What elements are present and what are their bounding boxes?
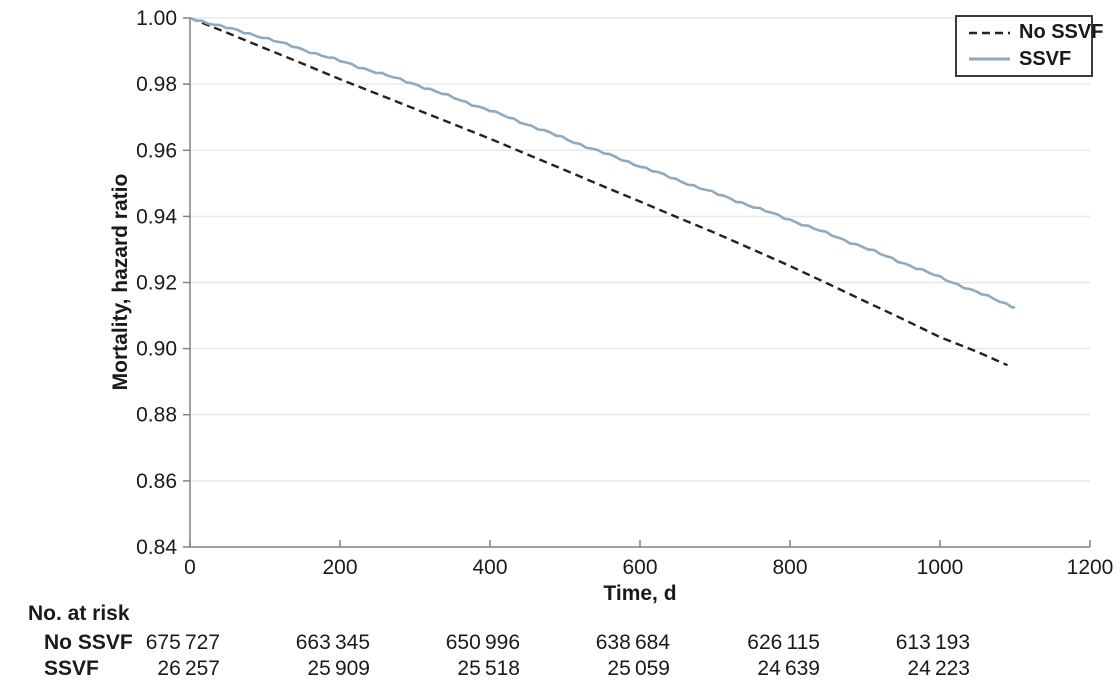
svg-text:0: 0	[184, 556, 196, 579]
svg-text:800: 800	[772, 556, 807, 579]
svg-text:200: 200	[322, 556, 357, 579]
solid-line-sample-icon	[969, 57, 1010, 61]
legend-entry-no-ssvf: No SSVF	[968, 21, 1103, 45]
dashed-line-sample-icon	[969, 31, 1010, 35]
svg-text:0.98: 0.98	[136, 73, 177, 96]
risk-cell: 25 059	[607, 657, 670, 680]
risk-cell: 663 345	[295, 631, 370, 654]
risk-cell: 24 639	[757, 657, 820, 680]
legend: No SSVF SSVF	[955, 15, 1103, 77]
risk-cell: 675 727	[145, 631, 220, 654]
risk-cell: 638 684	[595, 631, 670, 654]
svg-text:0.84: 0.84	[136, 536, 177, 559]
risk-cell: 650 996	[445, 631, 520, 654]
svg-text:1200: 1200	[1067, 556, 1114, 579]
svg-text:400: 400	[472, 556, 507, 579]
legend-label-ssvf: SSVF	[1019, 47, 1072, 70]
risk-table-title: No. at risk	[28, 602, 130, 625]
risk-cell: 25 518	[457, 657, 520, 680]
svg-text:1.00: 1.00	[136, 7, 177, 30]
risk-cell: 26 257	[157, 657, 220, 680]
svg-text:600: 600	[622, 556, 657, 579]
svg-text:0.90: 0.90	[136, 338, 177, 361]
svg-text:1000: 1000	[917, 556, 964, 579]
svg-text:0.88: 0.88	[136, 404, 177, 427]
svg-text:0.94: 0.94	[136, 205, 177, 228]
risk-cell: 24 223	[907, 657, 970, 680]
svg-text:0.96: 0.96	[136, 139, 177, 162]
svg-text:0.86: 0.86	[136, 470, 177, 493]
hazard-ratio-plot: 0.84 0.86 0.88 0.90 0.92 0.94 0.96 0.98 1.00 0 200…	[136, 7, 1114, 579]
legend-label-no-ssvf: No SSVF	[1019, 21, 1104, 44]
x-axis-title: Time, d	[603, 582, 677, 605]
risk-row-label-no-ssvf: No SSVF	[44, 631, 133, 654]
risk-cell: 626 115	[747, 631, 820, 654]
risk-cell: 25 909	[307, 657, 370, 680]
y-axis-title: Mortality, hazard ratio	[109, 173, 132, 391]
svg-text:0.92: 0.92	[136, 272, 177, 295]
risk-cell: 613 193	[895, 631, 970, 654]
legend-entry-ssvf: SSVF	[968, 48, 1083, 72]
risk-row-label-ssvf: SSVF	[44, 657, 99, 680]
